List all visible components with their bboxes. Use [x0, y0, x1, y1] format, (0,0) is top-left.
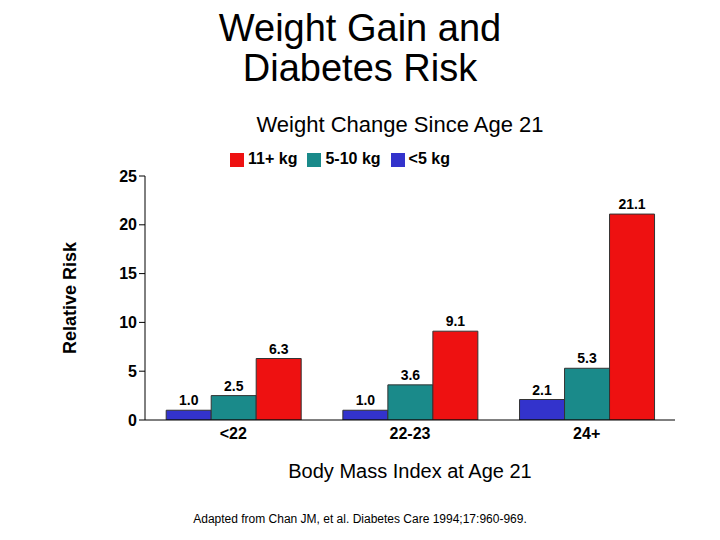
svg-text:9.1: 9.1 [446, 313, 466, 329]
svg-text:2.1: 2.1 [532, 382, 552, 398]
svg-text:24+: 24+ [573, 425, 600, 442]
html-text:Weight Gain and Diabetes Risk: Weight Gain and Diabetes Risk [218, 7, 502, 89]
svg-text:20: 20 [119, 216, 137, 233]
svg-text:5: 5 [128, 363, 137, 380]
svg-text:<22: <22 [220, 425, 247, 442]
svg-text:Body Mass Index at Age 21: Body Mass Index at Age 21 [288, 460, 532, 482]
html-text:Adapted from Chan JM, et al. D: Adapted from Chan JM, et al. Diabetes Ca… [193, 512, 527, 526]
svg-text:3.6: 3.6 [401, 367, 421, 383]
html-text:<5 kg: <5 kg [408, 150, 450, 167]
svg-text:2.5: 2.5 [224, 378, 244, 394]
svg-text:15: 15 [119, 265, 137, 282]
svg-text:1.0: 1.0 [179, 392, 199, 408]
html-text:11+ kg: 11+ kg [248, 150, 298, 167]
html-text:Weight Change Since Age 21: Weight Change Since Age 21 [256, 112, 544, 137]
svg-text:0: 0 [128, 412, 137, 429]
svg-text:6.3: 6.3 [269, 341, 289, 357]
svg-text:22-23: 22-23 [390, 425, 431, 442]
svg-text:5.3: 5.3 [577, 350, 597, 366]
svg-text:Relative Risk: Relative Risk [60, 241, 80, 354]
svg-text:1.0: 1.0 [356, 392, 376, 408]
svg-text:10: 10 [119, 314, 137, 331]
svg-text:25: 25 [119, 168, 137, 185]
html-text:5-10 kg: 5-10 kg [325, 150, 381, 167]
svg-text:21.1: 21.1 [618, 196, 645, 212]
